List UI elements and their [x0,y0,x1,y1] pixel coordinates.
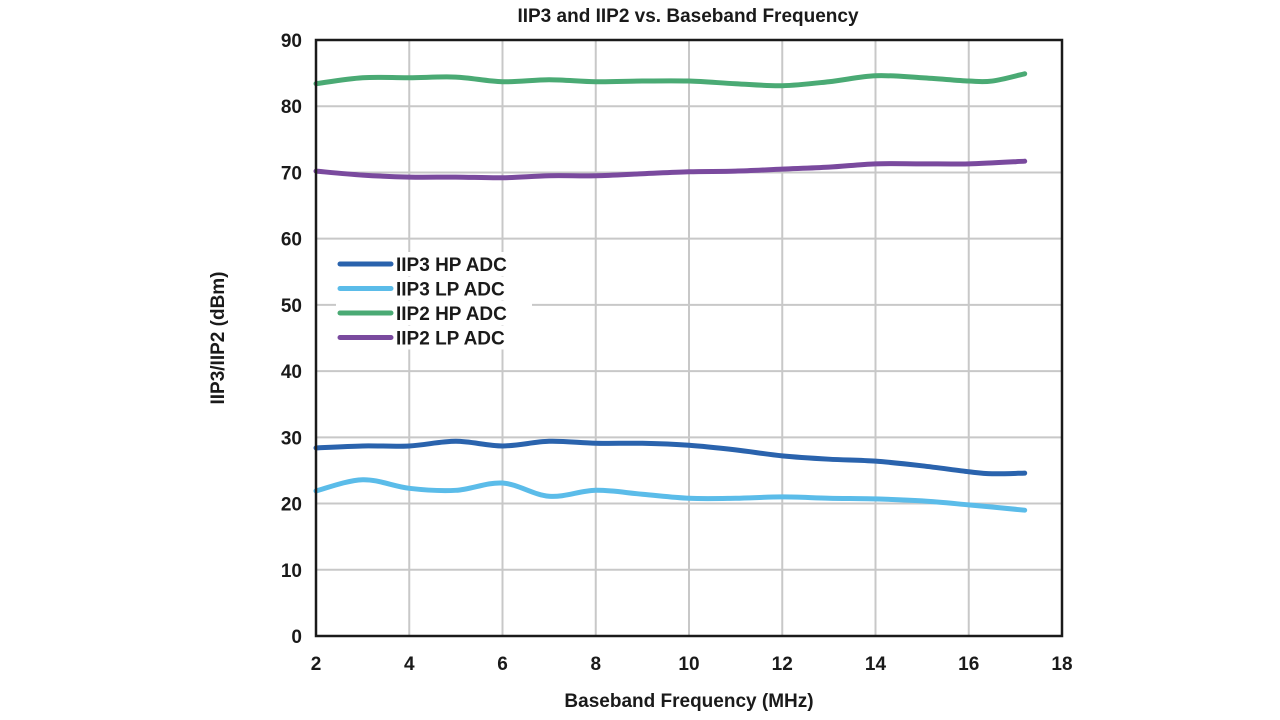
x-axis-label: Baseband Frequency (MHz) [564,691,813,712]
series-line-iip2-hp-adc [313,71,1028,89]
y-tick-label: 0 [291,627,302,648]
legend-label: IIP2 HP ADC [396,304,507,325]
y-tick-label: 70 [281,163,302,184]
x-tick-label: 4 [404,654,415,675]
series-line-iip3-hp-adc [313,438,1028,477]
legend-label: IIP3 LP ADC [396,280,505,301]
x-tick-label: 12 [772,654,793,675]
legend-item-iip3-lp-adc: IIP3 LP ADC [336,276,532,301]
series-line-iip2-lp-adc [313,158,1028,181]
series-group [313,71,1028,513]
y-tick-label: 30 [281,428,302,449]
legend-label: IIP2 LP ADC [396,329,505,350]
x-tick-label: 10 [678,654,699,675]
x-axis-ticks: 2 4 6 8 10 12 14 16 18 [311,654,1073,675]
y-tick-label: 10 [281,561,302,582]
chart-title: IIP3 and IIP2 vs. Baseband Frequency [517,6,859,27]
y-tick-label: 50 [281,296,302,317]
y-tick-label: 40 [281,362,302,383]
legend-label: IIP3 HP ADC [396,255,507,276]
grid [316,40,1062,636]
plot-frame [314,38,1064,638]
y-axis-ticks: 0 10 20 30 40 50 60 70 80 90 [281,31,302,648]
y-tick-label: 60 [281,230,302,251]
series-line-iip3-lp-adc [313,477,1028,513]
y-tick-label: 90 [281,31,302,52]
legend-item-iip3-hp-adc: IIP3 HP ADC [336,252,532,276]
x-tick-label: 8 [590,654,601,675]
legend: IIP3 HP ADC IIP3 LP ADC IIP2 HP ADC IIP2 LP… [336,252,532,350]
x-tick-label: 18 [1051,654,1072,675]
y-tick-label: 80 [281,97,302,118]
legend-item-iip2-lp-adc: IIP2 LP ADC [336,325,532,350]
x-tick-label: 6 [497,654,508,675]
x-tick-label: 2 [311,654,322,675]
y-axis-label: IIP3/IIP2 (dBm) [208,271,229,404]
legend-item-iip2-hp-adc: IIP2 HP ADC [336,301,532,325]
y-tick-label: 20 [281,495,302,516]
x-tick-label: 16 [958,654,979,675]
x-tick-label: 14 [865,654,887,675]
